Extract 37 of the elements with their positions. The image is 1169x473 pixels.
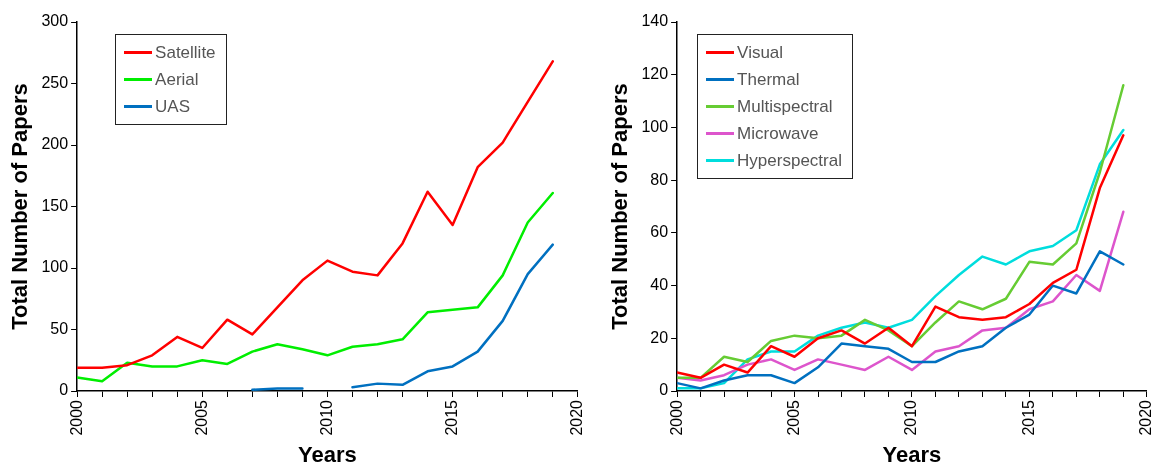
x-tick-label: 2000: [667, 399, 685, 436]
x-tick-label: 2010: [317, 399, 335, 436]
x-axis-title: Years: [298, 441, 357, 467]
y-tick-label: 100: [641, 117, 669, 135]
y-axis-title: Total Number of Papers: [7, 83, 33, 330]
legend-label: Aerial: [155, 69, 199, 90]
legend-label: Satellite: [155, 42, 216, 63]
y-tick-label: 120: [641, 65, 669, 83]
y-tick-label: 50: [50, 319, 69, 337]
legend-label: Thermal: [737, 69, 800, 90]
legend-label: Visual: [737, 42, 784, 63]
x-tick-label: 2005: [784, 399, 802, 436]
y-tick-label: 100: [41, 258, 69, 276]
y-tick-label: 250: [41, 73, 69, 91]
legend-label: Multispectral: [737, 96, 833, 117]
legend-label: Microwave: [737, 123, 819, 144]
x-tick-label: 2005: [192, 399, 210, 436]
y-tick-label: 140: [641, 12, 669, 30]
y-tick-label: 20: [650, 328, 669, 346]
x-axis-title: Years: [882, 441, 942, 467]
y-tick-label: 0: [59, 381, 69, 399]
y-tick-label: 150: [41, 196, 69, 214]
y-tick-label: 300: [41, 12, 69, 30]
x-tick-label: 2020: [1137, 399, 1155, 436]
legend-label: UAS: [155, 96, 191, 117]
x-tick-label: 2015: [443, 399, 461, 436]
x-tick-label: 2020: [568, 399, 586, 436]
y-tick-label: 80: [650, 170, 669, 188]
x-tick-label: 2015: [1019, 399, 1037, 436]
y-tick-label: 40: [650, 275, 669, 293]
y-tick-label: 60: [650, 223, 669, 241]
x-tick-label: 2000: [67, 399, 85, 436]
y-tick-label: 0: [659, 381, 669, 399]
x-tick-label: 2010: [902, 399, 920, 436]
y-axis-title: Total Number of Papers: [607, 83, 633, 330]
legend-label: Hyperspectral: [737, 150, 842, 171]
y-tick-label: 200: [41, 135, 69, 153]
